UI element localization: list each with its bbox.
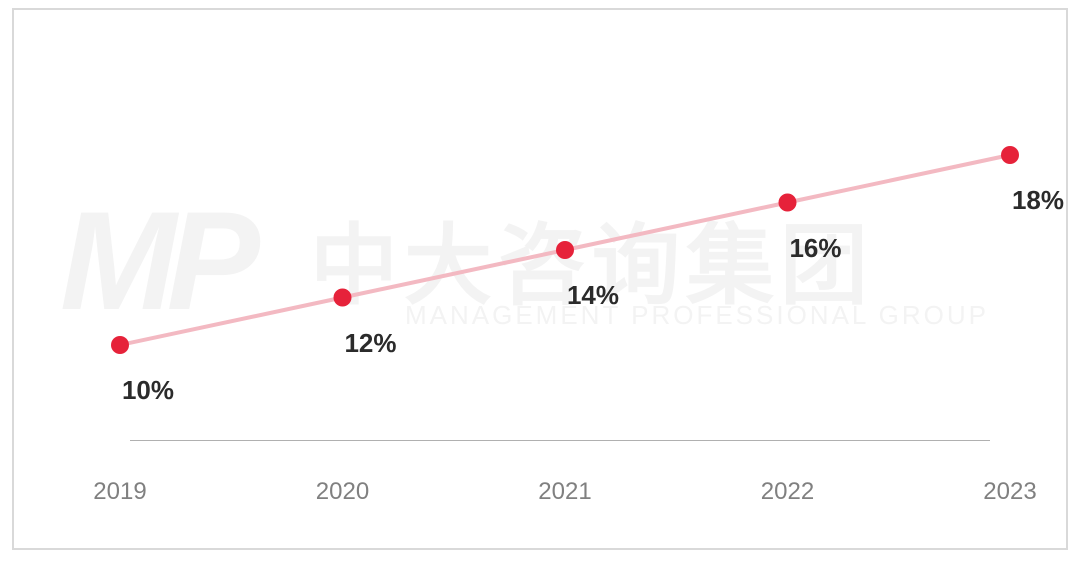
- data-label: 12%: [344, 328, 396, 359]
- data-label: 10%: [122, 375, 174, 406]
- data-label: 18%: [1012, 185, 1064, 216]
- data-point: [779, 194, 797, 212]
- data-label: 16%: [789, 233, 841, 264]
- data-point: [1001, 146, 1019, 164]
- data-point: [111, 336, 129, 354]
- line-chart-svg: [0, 0, 1080, 570]
- chart-container: MP 中大咨询集团 MANAGEMENT PROFESSIONAL GROUP …: [0, 0, 1080, 570]
- data-point: [334, 289, 352, 307]
- data-label: 14%: [567, 280, 619, 311]
- data-point: [556, 241, 574, 259]
